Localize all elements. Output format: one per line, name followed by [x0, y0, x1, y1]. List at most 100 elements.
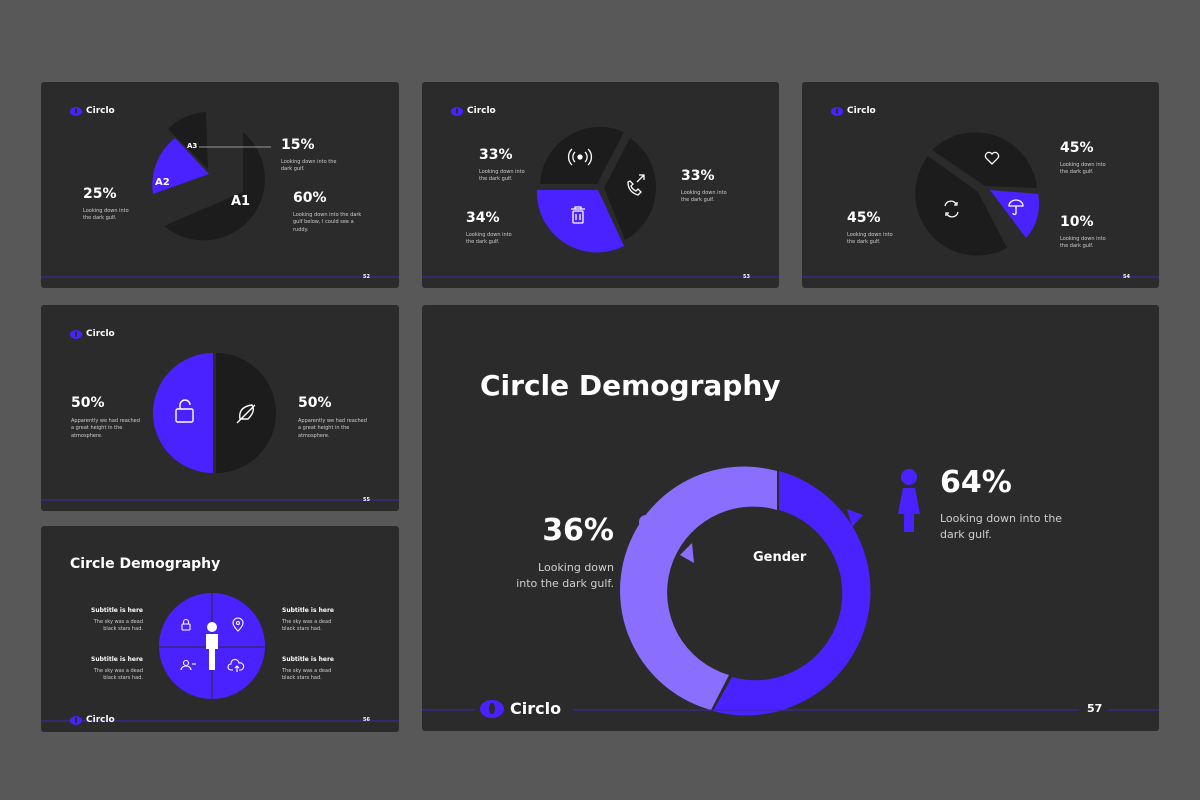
gender-center-label: Gender	[753, 550, 807, 565]
logo-text: Circlo	[86, 106, 115, 116]
item-1-text: The sky was a dead black stars had.	[93, 619, 143, 633]
circlo-logo-icon	[480, 699, 504, 718]
label-a1: A1	[231, 194, 251, 209]
slide-56[interactable]: Circle Demography Subtitle is here The s…	[41, 526, 399, 732]
heart-icon	[984, 151, 1000, 165]
stat-60-value: 60%	[293, 190, 327, 206]
female-value: 36%	[542, 513, 614, 548]
circlo-logo-icon	[831, 106, 843, 116]
stat-b-text: Looking down into the dark gulf.	[847, 232, 893, 246]
male-person-icon	[898, 469, 920, 532]
cloud-upload-icon	[227, 658, 245, 672]
pie-slice-top	[932, 132, 1037, 188]
logo-text: Circlo	[510, 699, 562, 718]
user-icon	[180, 659, 196, 671]
radio-signal-icon	[567, 148, 593, 166]
slide-56-number: 56	[363, 717, 370, 723]
pie-slice-a1	[164, 132, 265, 241]
stat-a-text: Looking down into the dark gulf.	[1060, 162, 1106, 176]
slide-57-number: 57	[1087, 702, 1103, 715]
logo-text: Circlo	[467, 106, 496, 116]
female-text: Looking down into the dark gulf.	[516, 561, 614, 590]
stat-25-value: 25%	[83, 186, 117, 202]
male-pointer	[847, 509, 863, 527]
stat-c-value: 34%	[466, 210, 500, 226]
slide-54-graphics	[802, 132, 1159, 278]
logo-text: Circlo	[86, 329, 115, 339]
pie-half-right	[216, 353, 276, 473]
stat-right-value: 50%	[298, 395, 332, 411]
item-4-subtitle: Subtitle is here	[282, 656, 334, 663]
item-1-subtitle: Subtitle is here	[91, 607, 143, 614]
stat-right-text: Apparently we had reached a great height…	[298, 418, 367, 439]
donut-male-segment	[713, 471, 871, 716]
slide-53-graphics	[422, 126, 779, 278]
pie-slice-bottom	[536, 190, 624, 253]
logo-text: Circlo	[847, 106, 876, 116]
stat-b-value: 45%	[847, 210, 881, 226]
pie-slice-a3	[168, 112, 208, 169]
stat-b-value: 33%	[681, 168, 715, 184]
stat-15-text: Looking down into the dark gulf.	[281, 159, 337, 173]
circlo-logo-icon	[70, 329, 82, 339]
stat-a-value: 33%	[479, 147, 513, 163]
stat-c-text: Looking down into the dark gulf.	[466, 232, 512, 246]
stat-left-value: 50%	[71, 395, 105, 411]
stat-c-text: Looking down into the dark gulf.	[1060, 236, 1106, 250]
item-4-text: The sky was a dead black stars had.	[282, 668, 332, 682]
slide-52-logo: Circlo	[70, 106, 115, 116]
female-pointer	[680, 543, 694, 563]
item-2-subtitle: Subtitle is here	[282, 607, 334, 614]
stat-a-text: Looking down into the dark gulf.	[479, 169, 525, 183]
slide-55-graphics	[41, 353, 399, 501]
circlo-logo-icon	[451, 106, 463, 116]
slide-55-logo: Circlo	[70, 329, 115, 339]
item-3-text: The sky was a dead black stars had.	[93, 668, 143, 682]
slide-53-logo: Circlo	[451, 106, 496, 116]
slide-57[interactable]: Circle Demography Gender 36% Looking dow…	[422, 305, 1159, 731]
stat-left-text: Apparently we had reached a great height…	[71, 418, 140, 439]
slide-54-logo: Circlo	[831, 106, 876, 116]
slide-54[interactable]: Circlo 45% Looking down into the dark gu…	[802, 82, 1159, 288]
phone-call-icon	[627, 174, 645, 196]
lock-icon	[181, 618, 191, 631]
slide-55-number: 55	[363, 497, 370, 503]
slide-52-number: 52	[363, 274, 370, 280]
circlo-logo-icon	[70, 106, 82, 116]
stat-b-text: Looking down into the dark gulf.	[681, 190, 727, 204]
item-3-subtitle: Subtitle is here	[91, 656, 143, 663]
unlock-icon	[175, 399, 194, 423]
slide-57-title: Circle Demography	[480, 369, 781, 402]
slide-56-graphics	[41, 593, 399, 722]
label-a3: A3	[187, 142, 198, 150]
logo-text: Circlo	[86, 715, 115, 725]
trash-icon	[571, 206, 585, 224]
slide-53-number: 53	[743, 274, 750, 280]
slide-53[interactable]: Circlo 33% Looking down into the dark gu…	[422, 82, 779, 288]
female-person-icon	[639, 515, 653, 578]
slide-52-graphics	[41, 112, 399, 278]
circlo-logo-icon	[70, 715, 82, 725]
slide-57-graphics	[422, 466, 1159, 716]
male-text: Looking down into the dark gulf.	[940, 512, 1063, 541]
slide-54-number: 54	[1123, 274, 1130, 280]
person-icon	[206, 622, 218, 670]
pie-slice-a2	[152, 138, 209, 194]
slide-56-logo: Circlo	[70, 715, 115, 725]
male-value: 64%	[940, 465, 1012, 500]
pie-slice-left	[915, 156, 1007, 256]
item-2-text: The sky was a dead black stars had.	[282, 619, 332, 633]
stat-25-text: Looking down into the dark gulf.	[83, 208, 129, 222]
feather-icon	[236, 404, 256, 424]
refresh-icon	[944, 200, 959, 218]
stat-a-value: 45%	[1060, 140, 1094, 156]
label-a2: A2	[155, 177, 170, 188]
donut-female-segment	[620, 466, 777, 710]
stat-15-value: 15%	[281, 137, 315, 153]
slide-52[interactable]: Circlo A1 A2 A3 15% Looking down into th…	[41, 82, 399, 288]
slide-56-title: Circle Demography	[70, 556, 221, 572]
slide-55[interactable]: Circlo 50% Apparently we had reached a g…	[41, 305, 399, 511]
stat-c-value: 10%	[1060, 214, 1094, 230]
umbrella-icon	[1008, 199, 1024, 216]
pie-half-left	[153, 353, 213, 473]
